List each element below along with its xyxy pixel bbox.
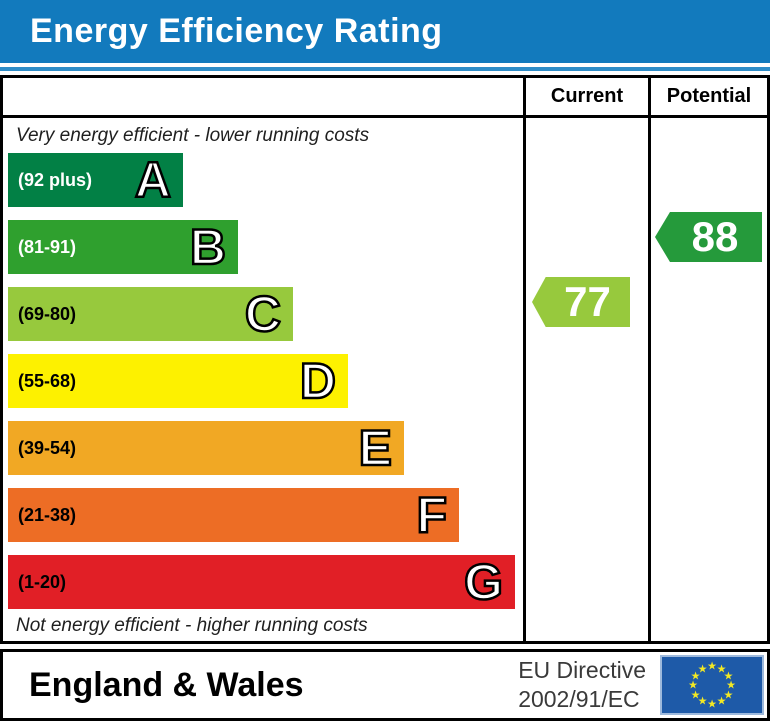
eu-star-icon: ★ — [707, 659, 717, 673]
band-range-label: (39-54) — [18, 437, 77, 458]
column-header-potential: Potential — [648, 78, 767, 118]
eu-star-icon: ★ — [697, 694, 708, 708]
band-bar-a: (92 plus) A — [8, 152, 183, 209]
band-row-f: (21-38) F — [8, 487, 523, 544]
band-range-label: (55-68) — [18, 370, 77, 391]
band-row-c: (69-80) C — [8, 286, 523, 343]
eu-star-icon: ★ — [690, 688, 701, 701]
eu-star-icon: ★ — [690, 669, 701, 682]
eu-directive-text: EU Directive 2002/91/EC — [518, 656, 646, 714]
title-bar: Energy Efficiency Rating — [0, 0, 770, 63]
band-row-d: (55-68) D — [8, 353, 523, 410]
potential-rating-arrow: 88 — [655, 212, 762, 262]
eu-directive-line1: EU Directive — [518, 657, 646, 683]
band-range-label: (1-20) — [18, 571, 67, 592]
band-bar-e: (39-54) E — [8, 420, 404, 477]
current-rating-value: 77 — [564, 278, 611, 325]
region-label: England & Wales — [29, 665, 304, 704]
band-row-b: (81-91) B — [8, 219, 523, 276]
band-letter: B — [189, 219, 228, 276]
top-note: Very energy efficient - lower running co… — [16, 125, 370, 146]
band-letter: A — [134, 152, 173, 209]
footer: England & Wales EU Directive 2002/91/EC … — [0, 649, 770, 721]
column-header-current: Current — [523, 78, 648, 118]
chart-column-header — [3, 78, 523, 118]
band-bar-g: (1-20) G — [8, 554, 515, 611]
band-letter: F — [415, 487, 448, 544]
title-underline — [0, 67, 770, 71]
band-range-label: (21-38) — [18, 504, 77, 525]
current-rating-cell: 77 — [523, 118, 648, 641]
band-bar-f: (21-38) F — [8, 487, 459, 544]
current-rating-arrow: 77 — [532, 277, 630, 327]
band-bar-d: (55-68) D — [8, 353, 348, 410]
bottom-note: Not energy efficient - higher running co… — [16, 615, 368, 636]
band-range-label: (92 plus) — [18, 169, 93, 190]
eu-directive-line2: 2002/91/EC — [518, 686, 640, 712]
eu-star-icon: ★ — [707, 697, 717, 711]
band-letter: D — [299, 353, 338, 410]
eu-star-icon: ★ — [723, 669, 734, 682]
eu-star-icon: ★ — [716, 662, 727, 676]
eu-flag-icon: ★ ★ ★ ★ ★ ★ ★ ★ ★ ★ ★ ★ — [660, 655, 764, 715]
eu-star-icon: ★ — [688, 678, 698, 692]
rating-bands: (92 plus) A (81-91) B (69-80) C — [3, 152, 523, 611]
potential-rating-cell: 88 — [648, 118, 767, 641]
band-bar-c: (69-80) C — [8, 286, 293, 343]
band-letter: G — [463, 554, 504, 611]
eu-star-icon: ★ — [723, 688, 734, 701]
band-row-a: (92 plus) A — [8, 152, 523, 209]
eu-star-icon: ★ — [726, 678, 736, 692]
band-bar-b: (81-91) B — [8, 219, 238, 276]
band-row-g: (1-20) G — [8, 554, 523, 611]
band-letter: E — [357, 420, 393, 477]
band-row-e: (39-54) E — [8, 420, 523, 477]
rating-table: Current Potential Very energy efficient … — [0, 75, 770, 644]
band-range-label: (69-80) — [18, 303, 77, 324]
band-range-label: (81-91) — [18, 236, 77, 257]
page-title: Energy Efficiency Rating — [30, 12, 443, 50]
potential-rating-value: 88 — [691, 213, 739, 260]
rating-scale-cell: Very energy efficient - lower running co… — [3, 118, 523, 641]
eu-star-icon: ★ — [716, 694, 727, 708]
band-letter: C — [244, 286, 283, 343]
eu-star-icon: ★ — [697, 662, 708, 676]
